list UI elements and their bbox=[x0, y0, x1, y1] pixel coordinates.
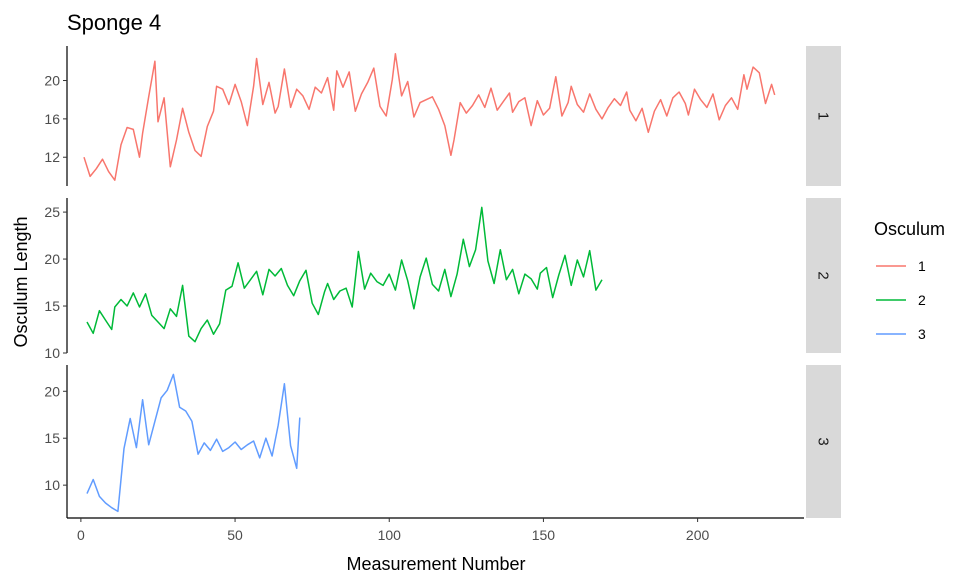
y-tick-label: 15 bbox=[44, 430, 60, 446]
y-tick-label: 20 bbox=[44, 251, 60, 267]
x-tick-label: 50 bbox=[227, 527, 243, 543]
y-axis-title: Osculum Length bbox=[11, 216, 31, 347]
legend-label-2: 2 bbox=[918, 292, 926, 308]
facet-strip-label: 2 bbox=[815, 271, 832, 279]
y-tick-label: 16 bbox=[44, 111, 60, 127]
y-tick-label: 20 bbox=[44, 73, 60, 89]
series-line-2 bbox=[86, 206, 603, 343]
x-tick-label: 200 bbox=[686, 527, 710, 543]
facet-strip bbox=[806, 198, 841, 353]
x-tick-label: 100 bbox=[378, 527, 402, 543]
legend-label-3: 3 bbox=[918, 326, 926, 342]
panel-2: 10 15 20 25 2 bbox=[44, 198, 841, 361]
facet-strip-label: 1 bbox=[815, 112, 832, 120]
y-tick-label: 25 bbox=[44, 204, 60, 220]
x-tick-label: 150 bbox=[532, 527, 556, 543]
y-tick-label: 20 bbox=[44, 383, 60, 399]
x-axis-ticks: 0 50 100 150 200 bbox=[77, 518, 710, 543]
x-tick-label: 0 bbox=[77, 527, 85, 543]
panel-1: 12 16 20 1 bbox=[44, 46, 841, 186]
y-tick-label: 15 bbox=[44, 298, 60, 314]
facet-strip bbox=[806, 46, 841, 186]
y-tick-label: 10 bbox=[44, 345, 60, 361]
legend: Osculum 1 2 3 bbox=[874, 219, 945, 342]
y-tick-label: 10 bbox=[44, 477, 60, 493]
legend-label-1: 1 bbox=[918, 258, 926, 274]
x-axis-title: Measurement Number bbox=[346, 554, 525, 574]
y-tick-label: 12 bbox=[44, 149, 60, 165]
chart-title: Sponge 4 bbox=[67, 10, 161, 35]
panel-3: 10 15 20 3 bbox=[44, 365, 841, 518]
series-line-1 bbox=[83, 52, 776, 181]
facet-strip-label: 3 bbox=[815, 437, 832, 445]
series-line-3 bbox=[86, 373, 301, 513]
legend-title: Osculum bbox=[874, 219, 945, 239]
legend-items: 1 2 3 bbox=[876, 258, 926, 342]
facet-strip bbox=[806, 365, 841, 518]
facet-panels: 12 16 20 1 10 15 20 25 2 10 15 20 3 bbox=[44, 46, 841, 518]
